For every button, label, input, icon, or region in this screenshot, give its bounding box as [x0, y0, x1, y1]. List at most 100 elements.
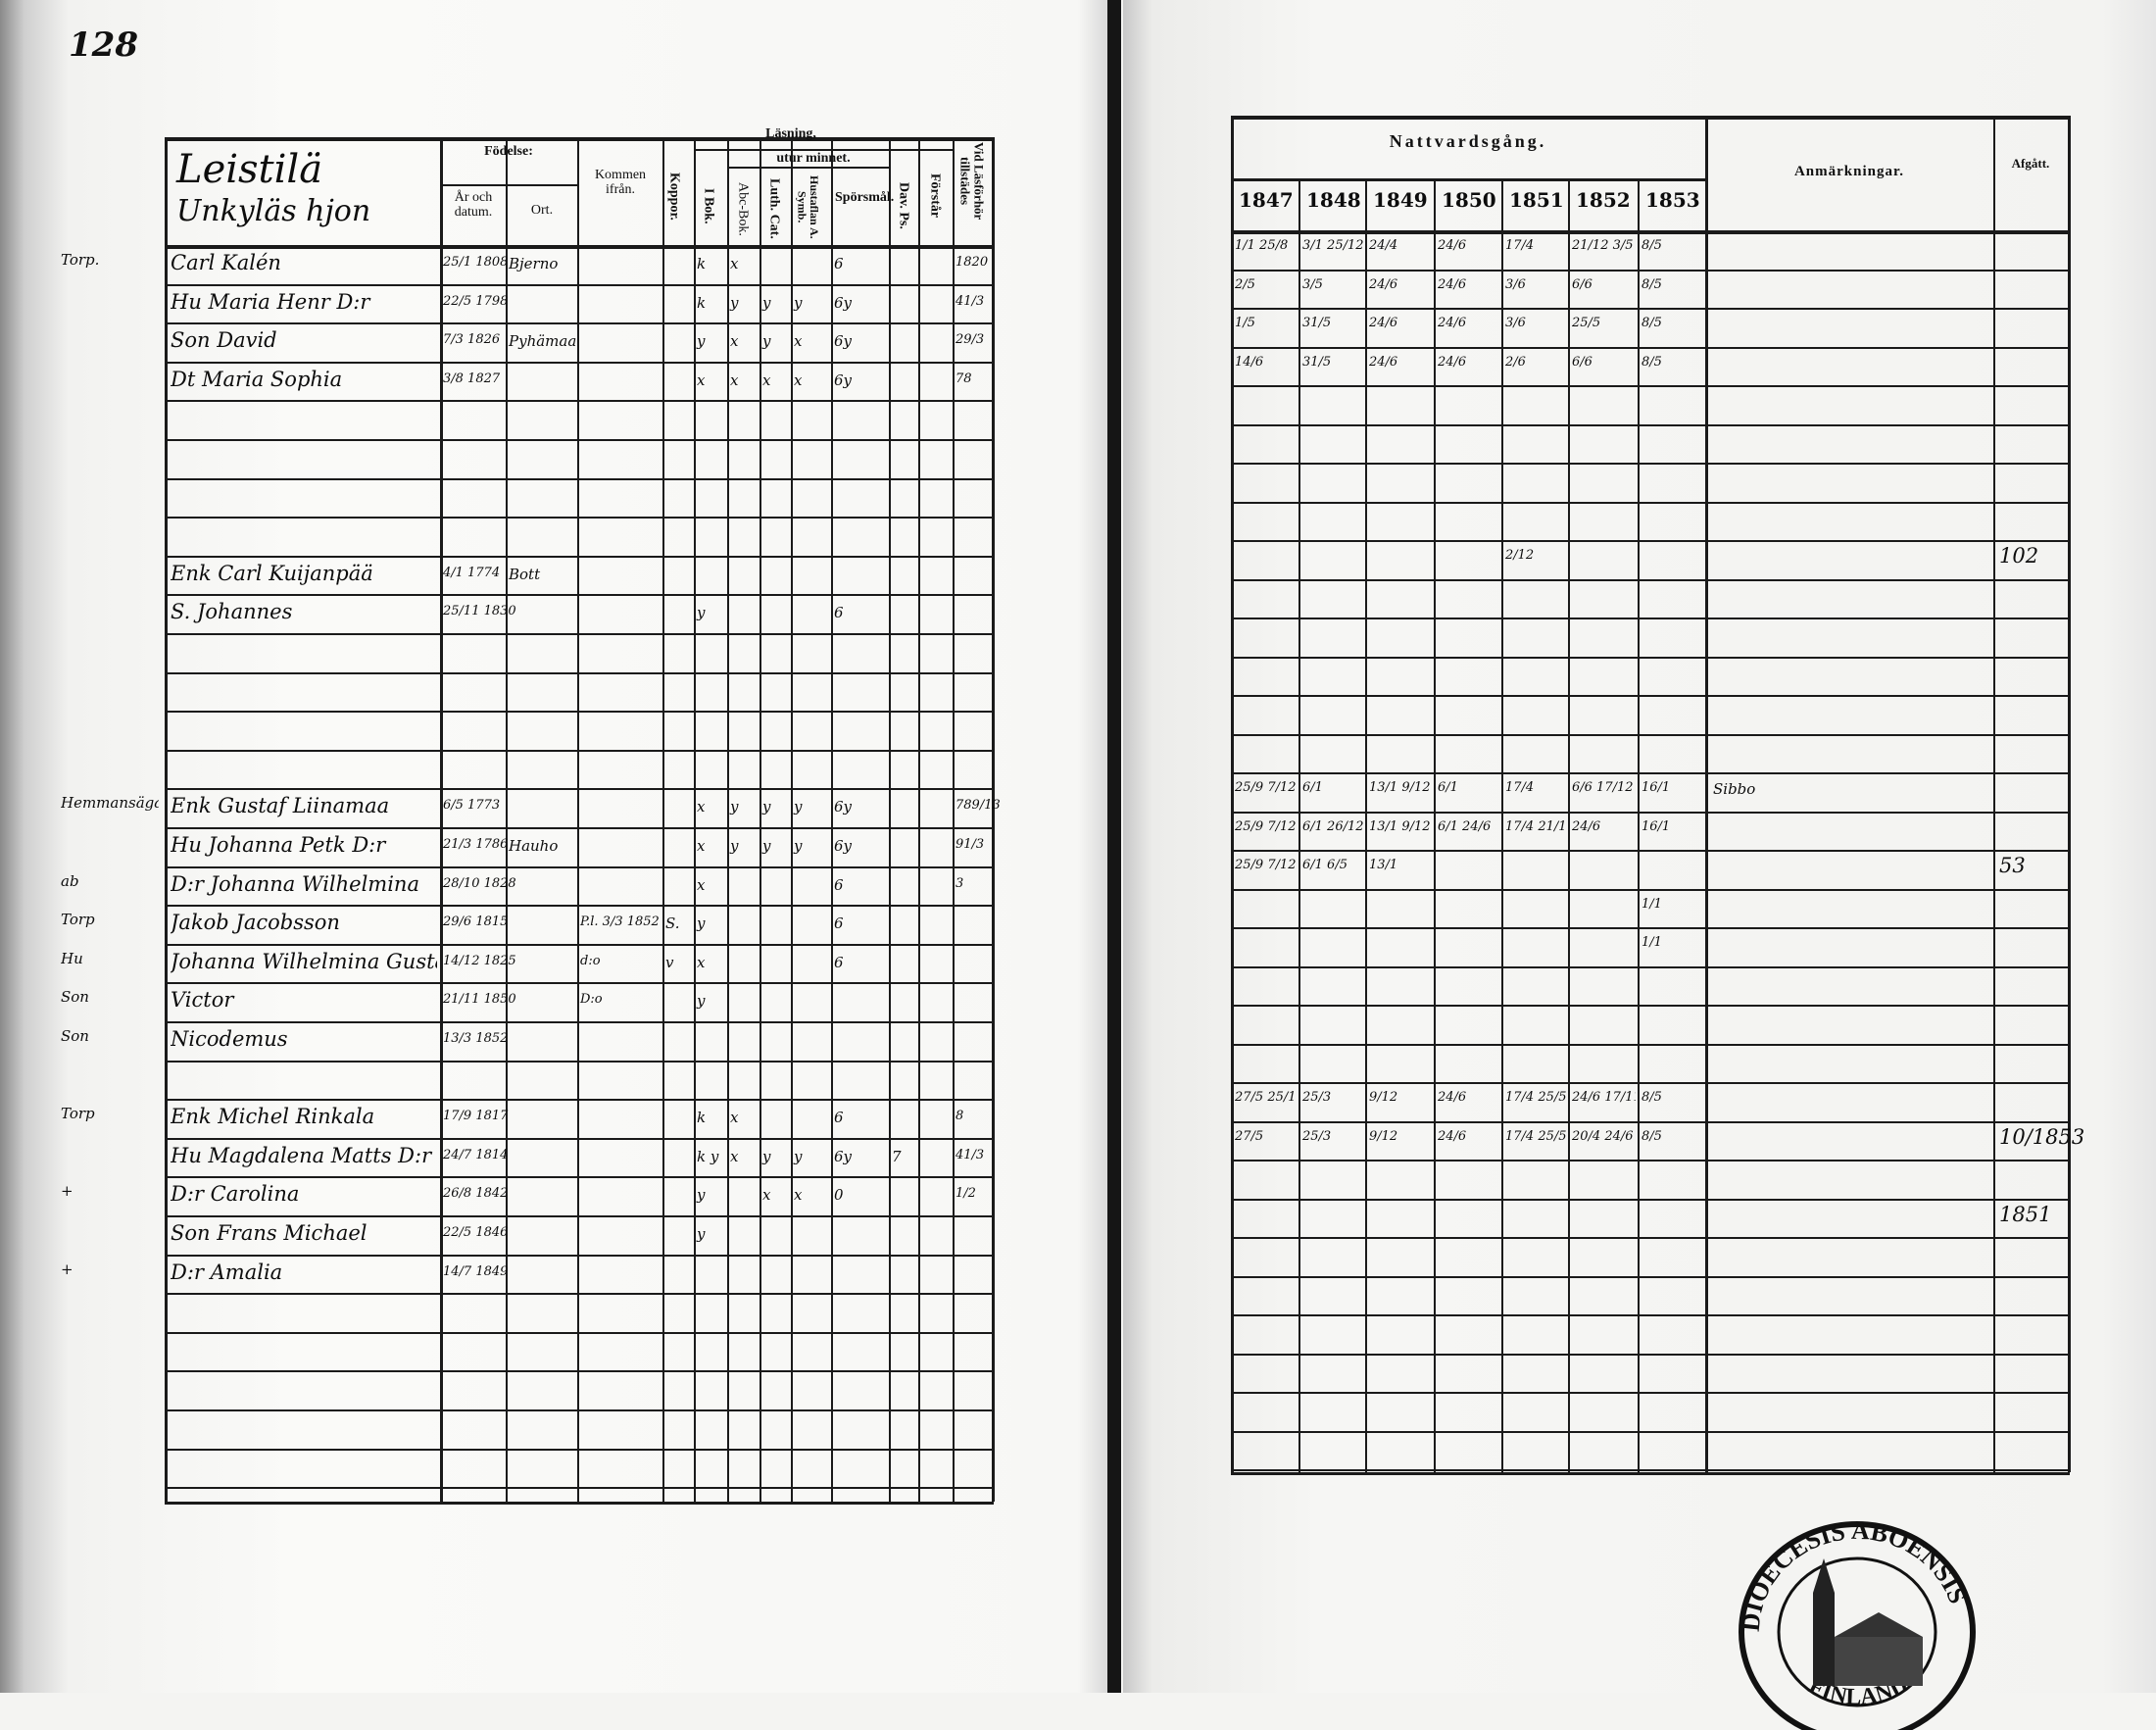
grid-line	[1231, 463, 2070, 465]
communion-date: 24/6	[1572, 818, 1601, 834]
birth-place: Bott	[509, 565, 541, 583]
grid-line	[165, 865, 994, 868]
reads-book: x	[697, 875, 706, 894]
reads-book: x	[697, 837, 706, 855]
grid-line	[165, 1370, 994, 1373]
grid-line	[1231, 850, 2070, 852]
person-name: D:r Carolina	[171, 1182, 300, 1207]
communion-date: 3/5	[1302, 276, 1323, 292]
communion-date: 17/4 21/12	[1505, 818, 1566, 834]
margin-note: Torp.	[61, 251, 100, 269]
grid-line	[1705, 116, 1708, 178]
grid-line	[1231, 1314, 2070, 1316]
grid-line	[165, 905, 994, 908]
questions: 6	[834, 875, 844, 894]
person-name: Dt Maria Sophia	[171, 367, 343, 391]
header-luth-cat: Luth. Cat.	[766, 178, 782, 239]
communion-date: 16/1	[1642, 818, 1671, 834]
margin-note: Hemmansägare	[61, 794, 159, 813]
communion-date: 9/12	[1369, 1128, 1398, 1144]
birth-date: 22/5 1846	[443, 1225, 509, 1240]
present-at-exam: 29/3	[956, 332, 985, 348]
communion-date: 24/6	[1438, 316, 1467, 330]
communion-date: 8/5	[1642, 238, 1662, 253]
header-dav-ps: Dav. Ps.	[896, 182, 911, 229]
person-name: D:r Amalia	[171, 1260, 283, 1284]
person-name: Carl Kalén	[171, 251, 281, 274]
grid-line	[165, 788, 994, 791]
header-ort: Ort.	[530, 203, 554, 218]
grid-line	[1231, 1469, 2070, 1471]
birth-date: 25/11 1830	[443, 604, 516, 619]
grid-line	[1568, 178, 1570, 1472]
birth-date: 17/9 1817	[443, 1109, 509, 1124]
communion-date: 3/1 25/12	[1302, 238, 1363, 253]
grid-line	[1231, 811, 2070, 814]
questions: 6y	[834, 371, 853, 389]
church-icon	[1813, 1558, 1923, 1686]
reads-book: x	[697, 798, 706, 816]
person-name: Jakob Jacobsson	[171, 911, 340, 935]
questions: 6	[834, 953, 844, 971]
grid-line	[165, 555, 994, 558]
person-name: Enk Michel Rinkala	[171, 1105, 375, 1129]
birth-date: 29/6 1815	[443, 914, 509, 930]
grid-line	[1231, 1275, 2070, 1278]
grid-line	[1231, 618, 2070, 619]
communion-date: 1/5	[1235, 316, 1255, 330]
communion-date: 8/5	[1642, 1128, 1662, 1144]
communion-date: 6/1	[1302, 780, 1323, 795]
grid-line	[1231, 1120, 2070, 1123]
grid-line	[1231, 1198, 2070, 1201]
communion-date: 1/1	[1642, 935, 1662, 950]
grid-line	[1231, 1392, 2070, 1394]
header-year: 1853	[1645, 188, 1700, 212]
village-subtitle: Unkyläs hjon	[176, 194, 371, 228]
grid-line	[506, 137, 508, 1502]
birth-date: 3/8 1827	[443, 371, 501, 386]
communion-date: 8/5	[1642, 354, 1662, 370]
birth-date: 25/1 1808	[443, 255, 509, 270]
communion-date: 16/1	[1642, 780, 1671, 795]
grid-line	[165, 1487, 994, 1490]
grid-line	[1231, 927, 2070, 929]
right-page	[1123, 0, 2156, 1693]
questions: 6	[834, 255, 844, 272]
grid-line	[1231, 540, 2070, 542]
communion-date: 25/3	[1302, 1128, 1332, 1144]
reads-book: y	[697, 332, 706, 351]
grid-line	[165, 517, 994, 519]
communion-date: 25/5	[1572, 316, 1601, 330]
grid-line	[165, 1293, 994, 1296]
luther-catechism: y	[762, 837, 771, 855]
grid-line	[1365, 178, 1367, 1472]
communion-date: 6/6	[1572, 354, 1592, 370]
grid-line	[165, 982, 994, 985]
birth-date: 28/10 1828	[443, 875, 516, 891]
person-name: Enk Carl Kuijanpää	[171, 561, 373, 585]
grid-line	[1501, 178, 1503, 1472]
grid-line	[1231, 733, 2070, 736]
present-at-exam: 3	[956, 875, 964, 891]
communion-date: 14/6	[1235, 354, 1264, 370]
abc-book: y	[730, 293, 739, 312]
grid-line	[165, 1254, 994, 1257]
hustaflan: x	[794, 1186, 803, 1205]
header-abc-bok: Abc-Bok.	[735, 181, 751, 236]
grid-line	[1231, 1353, 2070, 1356]
hustaflan: y	[794, 293, 803, 312]
grid-line	[165, 283, 994, 286]
questions: 0	[834, 1186, 844, 1205]
grid-line	[1231, 116, 1234, 1472]
grid-line	[1231, 578, 2070, 581]
questions: 6	[834, 1109, 844, 1127]
reads-book: k y	[697, 1147, 719, 1165]
grid-line	[165, 477, 994, 480]
smallpox: S.	[665, 914, 680, 933]
birth-place: Hauho	[509, 837, 559, 855]
communion-date: 6/1 24/6	[1438, 818, 1492, 834]
grid-line	[1231, 346, 2070, 349]
grid-line	[694, 149, 953, 151]
reads-book: y	[697, 1186, 706, 1205]
grid-line	[165, 1331, 994, 1334]
